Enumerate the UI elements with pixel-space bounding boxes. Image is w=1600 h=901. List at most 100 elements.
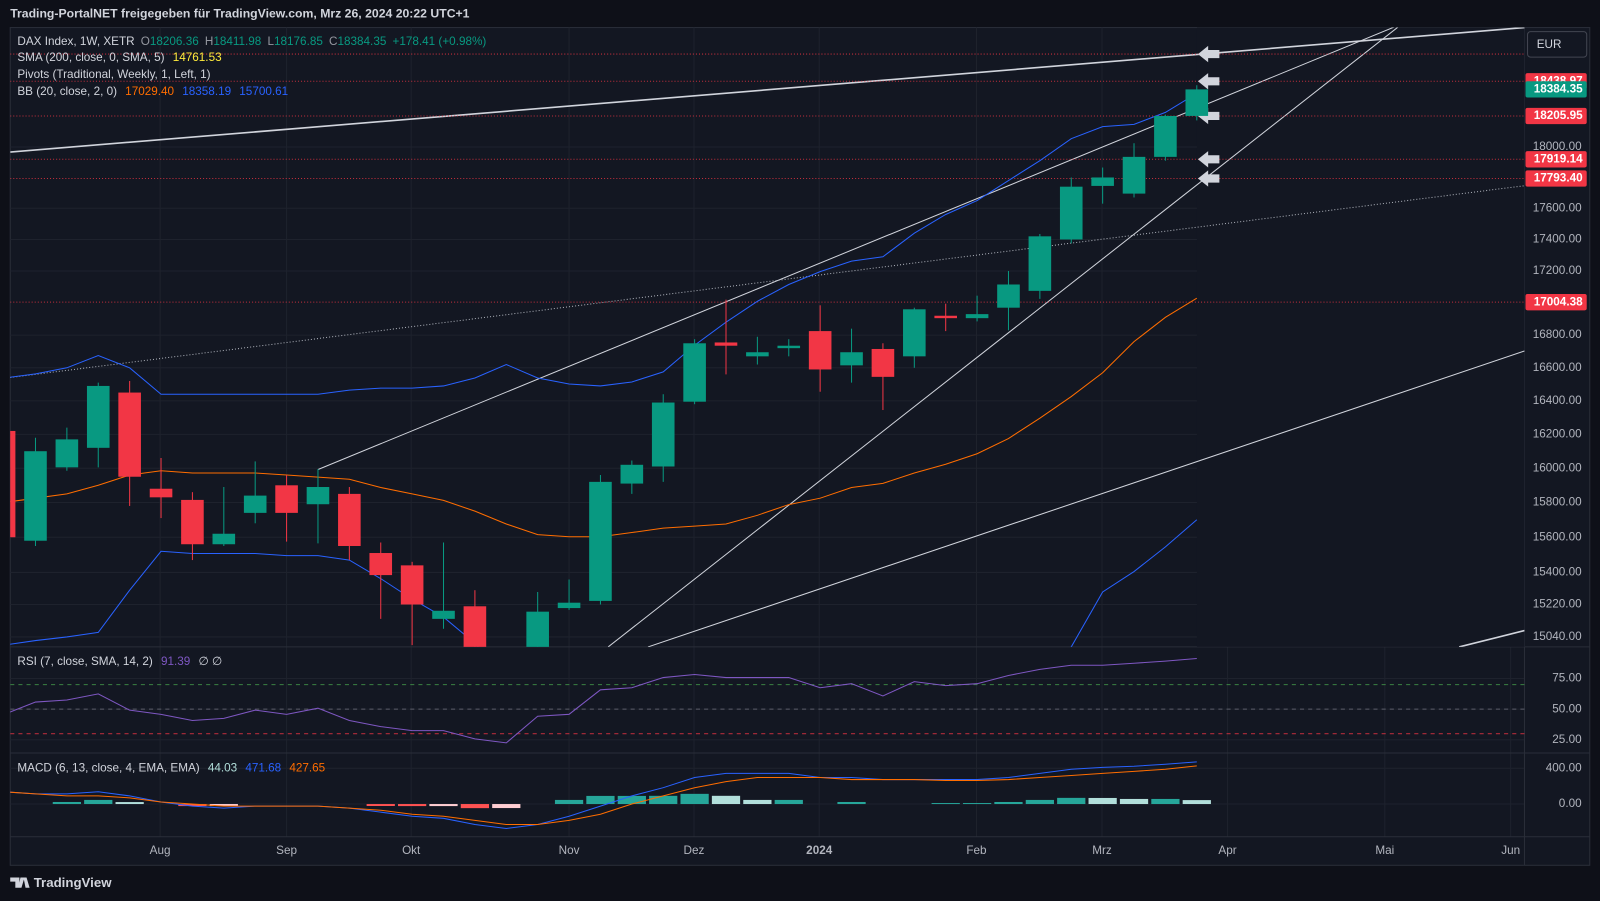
- y-tick-label: 16000.00: [1533, 461, 1582, 474]
- x-tick-label: Mrz: [1092, 844, 1112, 857]
- candle-body: [683, 343, 706, 402]
- macd-histogram-bar: [178, 804, 207, 807]
- macd-histogram-bar: [554, 799, 584, 805]
- candle-body: [10, 430, 16, 538]
- rsi-title: RSI (7, close, SMA, 14, 2): [17, 655, 153, 668]
- candle-body: [243, 495, 267, 513]
- candle-body: [463, 606, 487, 647]
- trend-line: [647, 350, 1525, 647]
- y-tick-label: 18000.00: [1533, 140, 1582, 153]
- candle-body: [965, 314, 989, 319]
- indicator-legend: SMA (200, close, 0, SMA, 5) 14761.53 Pivot…: [17, 51, 288, 98]
- symbol: DAX Index, 1W, XETR: [17, 35, 134, 48]
- candle-body: [589, 481, 612, 601]
- indicator-name: BB (20, close, 2, 0): [17, 85, 117, 98]
- candle-body: [871, 348, 895, 377]
- macd-histogram-bar: [680, 793, 709, 805]
- x-tick-label: Mai: [1375, 844, 1394, 857]
- candle-body: [777, 345, 801, 349]
- candle-body: [55, 439, 79, 468]
- macd-histogram-bar: [962, 803, 992, 805]
- indicator-name: SMA (200, close, 0, SMA, 5): [17, 51, 164, 64]
- macd-histogram-bar: [837, 801, 866, 805]
- indicator-readout: 18358.19: [182, 85, 231, 98]
- price-label-box: [1525, 107, 1587, 125]
- rsi-legend: RSI (7, close, SMA, 14, 2) 91.39 ∅ ∅: [17, 655, 222, 668]
- indicator-legend-line: Pivots (Traditional, Weekly, 1, Left, 1): [17, 68, 210, 81]
- candle-body: [369, 553, 393, 576]
- indicator-legend-line: BB (20, close, 2, 0) 17029.40 18358.19 1570…: [17, 85, 288, 98]
- price-label: 17793.40: [1534, 172, 1583, 185]
- price-label-box: [1525, 170, 1587, 187]
- ohlc-value: 18206.36: [150, 35, 199, 48]
- future-area: [1196, 27, 1525, 647]
- macd-histogram-bar: [994, 801, 1023, 805]
- price-label: 18384.35: [1534, 82, 1583, 95]
- header-title: Trading-PortalNET freigegeben für Tradin…: [10, 7, 469, 21]
- currency-box[interactable]: [1527, 31, 1588, 58]
- trend-line: [607, 27, 1399, 647]
- candle-body: [840, 352, 863, 366]
- macd-histogram-bar: [1182, 800, 1211, 805]
- indicator-readout: 17029.40: [125, 85, 174, 98]
- brand: TradingView: [34, 875, 112, 890]
- y-tick-label: 17400.00: [1533, 233, 1582, 246]
- macd-histogram-bar: [586, 795, 615, 805]
- rsi-pane: [10, 657, 1525, 744]
- x-tick-label: Aug: [150, 844, 171, 857]
- y-tick-label: 15040.00: [1533, 630, 1582, 643]
- change: +178.41 (+0.98%): [392, 35, 486, 48]
- price-labels: 18438.9718384.3518205.9517919.1417793.40…: [1525, 73, 1587, 311]
- y-tick-label: 16200.00: [1533, 427, 1582, 440]
- candle-body: [400, 565, 424, 605]
- candle-body: [997, 284, 1020, 308]
- macd-histogram-bar: [617, 795, 646, 805]
- macd-histogram-bar: [1119, 798, 1149, 805]
- indicator-readout: 14761.53: [173, 51, 222, 64]
- candle-body: [714, 342, 738, 346]
- macd-histogram-bar: [931, 803, 960, 805]
- indicator-legend-line: SMA (200, close, 0, SMA, 5) 14761.53: [17, 51, 221, 64]
- pivot-arrow: [1197, 151, 1220, 168]
- macd-pane: [10, 761, 1211, 830]
- bb-line: [10, 519, 1198, 647]
- price-pane: [10, 27, 1525, 647]
- candle-body: [181, 499, 204, 545]
- x-tick-label: Okt: [402, 844, 421, 857]
- trend-line: [10, 27, 1525, 153]
- macd-histogram-bar: [429, 804, 458, 807]
- trend-line: [10, 185, 1525, 379]
- y-tick-label: 17200.00: [1533, 264, 1582, 277]
- macd-line: [10, 765, 1197, 825]
- trend-line: [318, 27, 1395, 470]
- candle-body: [338, 493, 361, 546]
- y-tick-label: 50.00: [1552, 702, 1582, 715]
- macd-histogram-bar: [115, 802, 144, 805]
- candle-body: [212, 533, 236, 545]
- macd-histogram-bar: [1088, 797, 1117, 805]
- indicator-readout: 15700.61: [239, 85, 288, 98]
- ohlc-value: 18411.98: [213, 35, 261, 48]
- ohlc-key: O: [141, 35, 150, 48]
- x-tick-label: Nov: [559, 844, 580, 857]
- x-tick-label: Feb: [966, 844, 987, 857]
- macd-histogram-bar: [1057, 797, 1086, 805]
- x-tick-label: Dez: [684, 844, 705, 857]
- y-tick-label: 15800.00: [1533, 496, 1582, 509]
- macd-line: [10, 761, 1197, 830]
- candle-body: [118, 392, 141, 477]
- legend-main: DAX Index, 1W, XETR O18206.36 H18411.98 L18…: [17, 35, 486, 48]
- currency[interactable]: EUR: [1537, 38, 1562, 51]
- y-tick-label: 0.00: [1559, 797, 1582, 810]
- x-tick-label: Apr: [1218, 844, 1236, 857]
- candle-body: [620, 464, 644, 484]
- candle-body: [808, 331, 832, 370]
- ohlc-key: C: [329, 35, 338, 48]
- price-label: 17004.38: [1534, 295, 1583, 308]
- macd-histogram-bar: [743, 799, 772, 805]
- candle-body: [1154, 115, 1177, 157]
- bb-line: [10, 92, 1198, 395]
